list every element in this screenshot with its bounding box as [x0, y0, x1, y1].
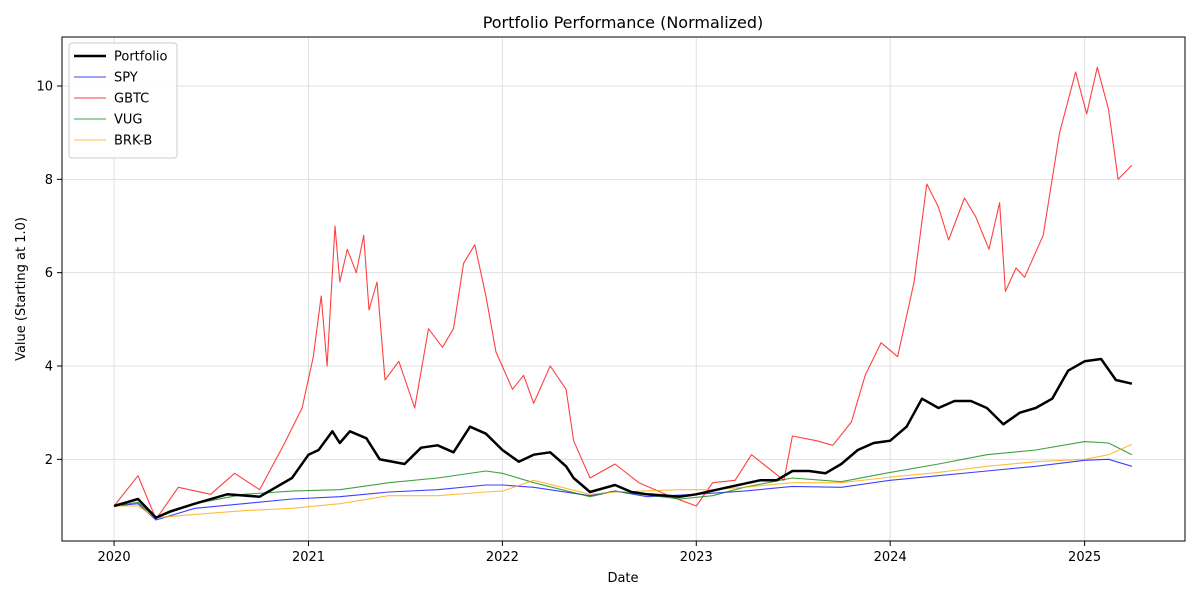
grid: [62, 37, 1185, 541]
legend-label-vug: VUG: [114, 113, 142, 128]
y-tick-label: 4: [45, 360, 53, 375]
legend-label-brk-b: BRK-B: [114, 134, 152, 149]
plot-frame: [61, 36, 1186, 542]
x-tick-label: 2020: [98, 550, 131, 565]
x-tick-label: 2021: [292, 550, 325, 565]
x-tick-label: 2022: [486, 550, 519, 565]
legend-box: [68, 42, 178, 159]
y-axis-label: Value (Starting at 1.0): [14, 217, 29, 361]
series-line-portfolio: [113, 357, 1133, 519]
legend-label-portfolio: Portfolio: [114, 50, 168, 65]
legend-label-gbtc: GBTC: [114, 92, 149, 107]
series-line-brk-b: [114, 443, 1133, 519]
plot-area: [113, 66, 1133, 521]
y-axis: 2 4 6 8 10: [36, 80, 62, 468]
chart-title: Portfolio Performance (Normalized): [483, 13, 764, 32]
y-tick-label: 6: [45, 266, 53, 281]
series-line-vug: [114, 441, 1133, 519]
series-line-gbtc: [113, 66, 1133, 520]
x-tick-label: 2024: [874, 550, 907, 565]
y-tick-label: 8: [45, 173, 53, 188]
legend-label-spy: SPY: [114, 71, 138, 86]
y-tick-label: 2: [45, 453, 53, 468]
y-tick-label: 10: [36, 80, 53, 95]
x-tick-label: 2025: [1068, 550, 1101, 565]
x-tick-label: 2023: [680, 550, 713, 565]
x-axis-label: Date: [607, 571, 638, 586]
x-axis: 2020 2021 2022 2023 2024 2025: [98, 541, 1101, 565]
legend: Portfolio SPY GBTC VUG BRK-B: [68, 42, 178, 159]
